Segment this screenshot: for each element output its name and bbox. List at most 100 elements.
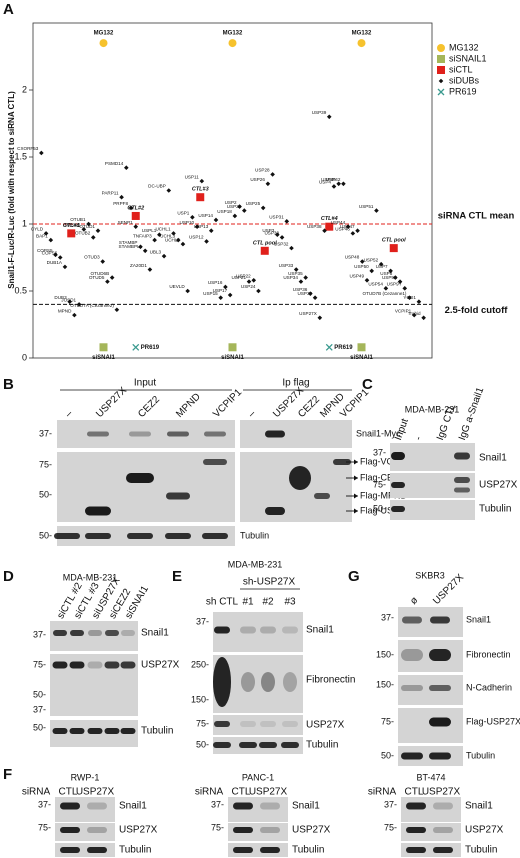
- arrow-head: [354, 493, 358, 499]
- blot: [398, 708, 463, 743]
- point-label: USP14: [198, 213, 213, 218]
- point: [369, 268, 375, 274]
- point: [389, 244, 398, 253]
- point: [196, 193, 205, 202]
- point-label: USP31: [269, 215, 284, 220]
- band: [85, 506, 111, 516]
- band: [203, 459, 227, 465]
- band: [430, 616, 450, 624]
- point-label: USP44: [331, 220, 346, 225]
- point: [138, 244, 143, 250]
- point: [114, 307, 120, 313]
- band: [429, 649, 451, 661]
- point-label: USP7: [376, 264, 388, 269]
- point: [270, 172, 275, 177]
- y-axis-label: Snail1-F-Luc/R-Luc (fold with respect to…: [7, 91, 16, 289]
- reference-label: 2.5-fold cutoff: [445, 305, 509, 316]
- point-label: USP25: [246, 201, 261, 206]
- row-label: Tubulin: [306, 740, 338, 751]
- arrow-head: [354, 475, 358, 481]
- blot-header: E: [172, 568, 182, 585]
- lane-label: VCPIP1: [211, 387, 244, 420]
- mw-marker: 37-: [39, 428, 52, 438]
- blot-header: G: [348, 568, 360, 585]
- point-label: CTL#1: [63, 223, 80, 229]
- band: [433, 827, 453, 833]
- band: [87, 802, 107, 810]
- point: [364, 277, 370, 283]
- blot: [213, 715, 303, 735]
- point-label: USP35: [288, 271, 303, 276]
- point: [119, 194, 124, 200]
- band: [289, 466, 311, 490]
- point: [67, 229, 76, 238]
- row-label: USP27X: [292, 825, 331, 836]
- point-label: USP52: [364, 257, 379, 262]
- point: [357, 343, 366, 352]
- band: [165, 533, 191, 539]
- lane-label: CTL: [405, 787, 424, 798]
- point: [62, 264, 68, 270]
- band: [69, 661, 85, 669]
- point-label: UBL3: [150, 249, 162, 254]
- point: [359, 259, 365, 264]
- band: [213, 742, 231, 748]
- blot-header: siRNA: [368, 787, 397, 798]
- point-label: USP47: [340, 224, 355, 229]
- point: [397, 279, 403, 284]
- band: [265, 430, 285, 438]
- mw-marker: 75-: [373, 479, 386, 489]
- point: [331, 184, 337, 189]
- point-label: USP11: [185, 174, 200, 179]
- point-label: USP38: [307, 224, 322, 229]
- band: [283, 672, 297, 692]
- point-label: USP33: [279, 263, 294, 268]
- point: [142, 248, 148, 254]
- point-label: BAP1: [36, 233, 48, 238]
- point: [109, 275, 115, 280]
- point: [133, 224, 139, 229]
- point-label: OTUB2: [75, 231, 91, 236]
- point-label: COPS5: [37, 248, 53, 253]
- point: [322, 228, 327, 233]
- point-label: USP21: [231, 275, 246, 280]
- row-label: Snail1: [479, 453, 507, 464]
- point: [241, 208, 247, 213]
- point: [190, 215, 195, 220]
- point: [416, 299, 422, 305]
- band: [406, 827, 426, 833]
- point: [265, 181, 271, 187]
- band: [54, 533, 80, 539]
- mw-marker: 37-: [373, 447, 386, 457]
- lane-label: ø: [408, 595, 420, 607]
- point-label: OTUD7A (Cezanne2): [70, 303, 114, 308]
- point: [223, 284, 228, 290]
- arrow-head: [354, 459, 358, 465]
- point-label: USP51: [359, 204, 374, 209]
- row-label: Tubulin: [466, 750, 495, 760]
- mw-marker: 50-: [33, 722, 46, 732]
- blot-header: Input: [134, 378, 156, 389]
- point-label: USP4: [319, 180, 331, 185]
- point-label: PSMD14: [105, 161, 124, 166]
- band: [260, 847, 280, 853]
- point-label: CTL pool: [382, 238, 406, 244]
- point: [218, 295, 224, 300]
- lane-label: Input: [393, 417, 411, 442]
- band: [454, 477, 470, 483]
- point: [100, 259, 106, 264]
- point-label: UCHL3: [160, 233, 176, 238]
- point-label: USP32: [274, 241, 289, 246]
- point-label: USP36: [293, 287, 308, 292]
- band: [433, 802, 453, 810]
- band: [260, 626, 276, 634]
- mw-marker: 37-: [196, 616, 209, 626]
- point: [99, 343, 108, 352]
- row-label: Tubulin: [240, 530, 269, 540]
- point: [166, 188, 172, 193]
- point: [99, 39, 108, 48]
- band: [241, 672, 255, 692]
- point-label: siSNAI1: [350, 355, 373, 361]
- point: [378, 261, 384, 267]
- row-label: Tubulin: [479, 504, 511, 515]
